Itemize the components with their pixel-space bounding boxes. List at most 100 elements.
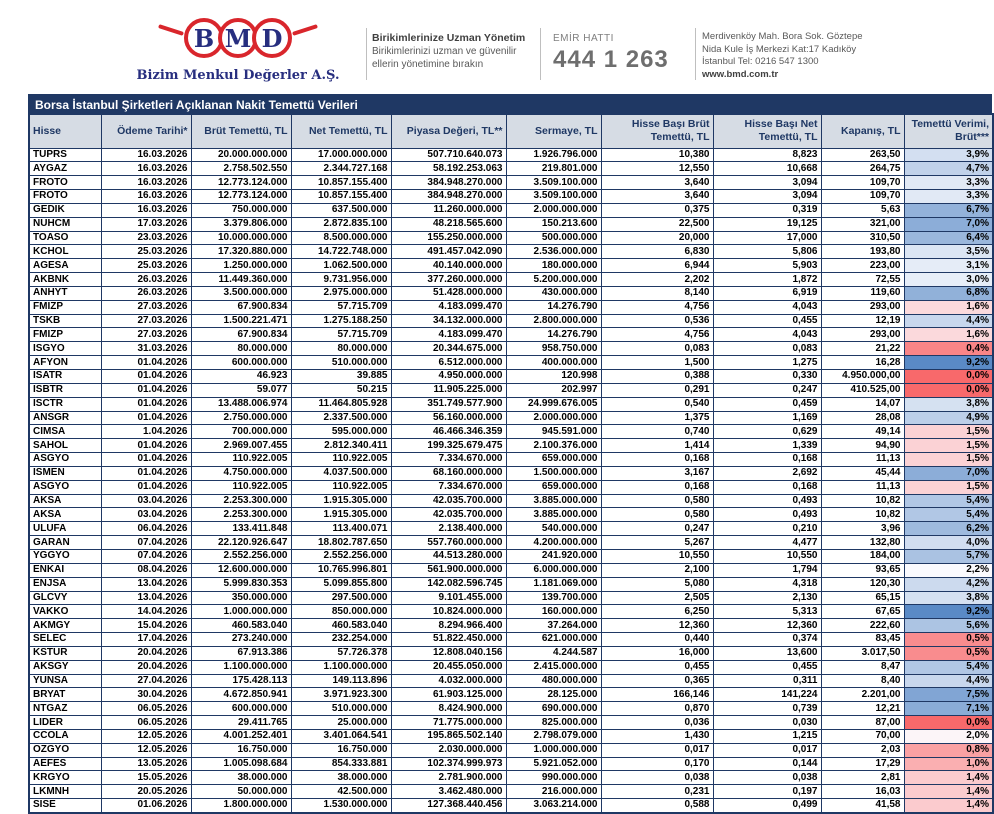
cell-value: 4.032.000.000: [390, 673, 507, 689]
cell-ticker: AKSA: [28, 493, 102, 509]
cell-value: 37.264.000: [505, 618, 602, 634]
cell-value: 29.411.765: [190, 715, 292, 730]
cell-value: 4.183.099.470: [390, 299, 507, 315]
cell-value: 18.802.787.650: [290, 535, 392, 550]
cell-dividend-yield: 7,0%: [903, 216, 994, 232]
divider-3: [695, 28, 696, 80]
table-row: NUHCM 17.03.2026 3.379.806.000 2.872.835.10…: [28, 216, 994, 232]
cell-value: 01.04.2026: [100, 396, 192, 412]
cell-value: 273.240.000: [190, 632, 292, 647]
cell-value: 23.03.2026: [100, 230, 192, 246]
cell-value: 854.333.881: [290, 756, 392, 772]
cell-value: 637.500.000: [290, 202, 392, 218]
cell-value: 180.000.000: [505, 258, 602, 274]
cell-ticker: ANSGR: [28, 410, 102, 426]
cell-value: 07.04.2026: [100, 548, 192, 564]
cell-value: 4.200.000.000: [505, 535, 602, 550]
cell-value: 5.099.855.800: [290, 576, 392, 592]
cell-value: 49,14: [820, 424, 905, 440]
cell-value: 16.03.2026: [100, 161, 192, 177]
cell-value: 59.077: [190, 382, 292, 398]
cell-value: 1.915.305.000: [290, 507, 392, 523]
cell-value: 460.583.040: [290, 618, 392, 634]
cell-value: 600.000.000: [190, 355, 292, 370]
cell-value: 120.998: [505, 369, 602, 384]
cell-value: 2,03: [820, 742, 905, 758]
cell-ticker: SAHOL: [28, 438, 102, 454]
cell-value: 8,40: [820, 673, 905, 689]
cell-value: 945.591.000: [505, 424, 602, 440]
cell-dividend-yield: 6,7%: [903, 202, 994, 218]
cell-value: 16.750.000: [190, 742, 292, 758]
cell-value: 06.05.2026: [100, 715, 192, 730]
cell-ticker: AKSGY: [28, 659, 102, 675]
cell-value: 14.276.790: [505, 327, 602, 343]
cell-value: 2,505: [600, 590, 714, 606]
table-row: ISGYO 31.03.2026 80.000.000 80.000.000 20.34…: [28, 341, 994, 357]
cell-value: 109,70: [820, 175, 905, 191]
table-row: LIDER 06.05.2026 29.411.765 25.000.000 71.77…: [28, 715, 994, 730]
cell-ticker: ANHYT: [28, 285, 102, 301]
cell-value: 16.03.2026: [100, 202, 192, 218]
cell-value: 10.857.155.400: [290, 175, 392, 191]
cell-value: 3.017,50: [820, 645, 905, 661]
cell-dividend-yield: 6,8%: [903, 285, 994, 301]
table-row: ASGYO 01.04.2026 110.922.005 110.922.005 7.3…: [28, 479, 994, 495]
cell-value: 595.000.000: [290, 424, 392, 440]
cell-value: 540.000.000: [505, 521, 602, 537]
cell-value: 216.000.000: [505, 784, 602, 800]
cell-value: 10,82: [820, 493, 905, 509]
cell-value: 510.000.000: [290, 355, 392, 370]
cell-value: 0,493: [712, 493, 822, 509]
cell-ticker: AYGAZ: [28, 161, 102, 177]
cell-value: 3,094: [712, 189, 822, 204]
order-line-block: EMİR HATTI 444 1 263: [553, 33, 669, 74]
column-header: Sermaye, TL: [505, 113, 602, 149]
cell-value: 26.03.2026: [100, 285, 192, 301]
cell-value: 01.04.2026: [100, 465, 192, 481]
table-row: ISBTR 01.04.2026 59.077 50.215 11.905.225.00…: [28, 382, 994, 398]
cell-value: 67,65: [820, 604, 905, 620]
cell-value: 7.334.670.000: [390, 452, 507, 467]
cell-value: 1,169: [712, 410, 822, 426]
cell-value: 160.000.000: [505, 604, 602, 620]
cell-ticker: OZGYO: [28, 742, 102, 758]
cell-value: 10.000.000.000: [190, 230, 292, 246]
cell-value: 93,65: [820, 562, 905, 578]
cell-value: 184,00: [820, 548, 905, 564]
logo-right-tail: [292, 24, 318, 36]
cell-value: 659.000.000: [505, 479, 602, 495]
cell-value: 24.999.676.005: [505, 396, 602, 412]
cell-value: 0,083: [712, 341, 822, 357]
cell-value: 1.530.000.000: [290, 798, 392, 813]
cell-value: 30.04.2026: [100, 687, 192, 703]
cell-value: 223,00: [820, 258, 905, 274]
cell-ticker: VAKKO: [28, 604, 102, 620]
cell-value: 2.344.727.168: [290, 161, 392, 177]
column-header: Hisse Başı Brüt Temettü, TL: [600, 113, 714, 149]
cell-value: 0,036: [600, 715, 714, 730]
cell-dividend-yield: 7,1%: [903, 701, 994, 717]
cell-value: 12.05.2026: [100, 728, 192, 744]
cell-value: 1.926.796.000: [505, 147, 602, 163]
table-row: AEFES 13.05.2026 1.005.098.684 854.333.881 1…: [28, 756, 994, 772]
cell-ticker: ULUFA: [28, 521, 102, 537]
cell-value: 10,550: [712, 548, 822, 564]
cell-value: 0,038: [712, 770, 822, 786]
cell-value: 0,030: [712, 715, 822, 730]
cell-value: 1,872: [712, 272, 822, 287]
cell-value: 2.812.340.411: [290, 438, 392, 454]
table-row: SISE 01.06.2026 1.800.000.000 1.530.000.000…: [28, 798, 994, 813]
cell-dividend-yield: 4,2%: [903, 576, 994, 592]
cell-value: 1.100.000.000: [190, 659, 292, 675]
divider-1: [366, 28, 367, 80]
cell-value: 600.000.000: [190, 701, 292, 717]
cell-value: 38.000.000: [290, 770, 392, 786]
cell-ticker: ASGYO: [28, 452, 102, 467]
cell-value: 264,75: [820, 161, 905, 177]
cell-value: 195.865.502.140: [390, 728, 507, 744]
table-row: AKSA 03.04.2026 2.253.300.000 1.915.305.000…: [28, 507, 994, 523]
cell-value: 41,58: [820, 798, 905, 813]
cell-dividend-yield: 4,9%: [903, 410, 994, 426]
cell-value: 50.000.000: [190, 784, 292, 800]
